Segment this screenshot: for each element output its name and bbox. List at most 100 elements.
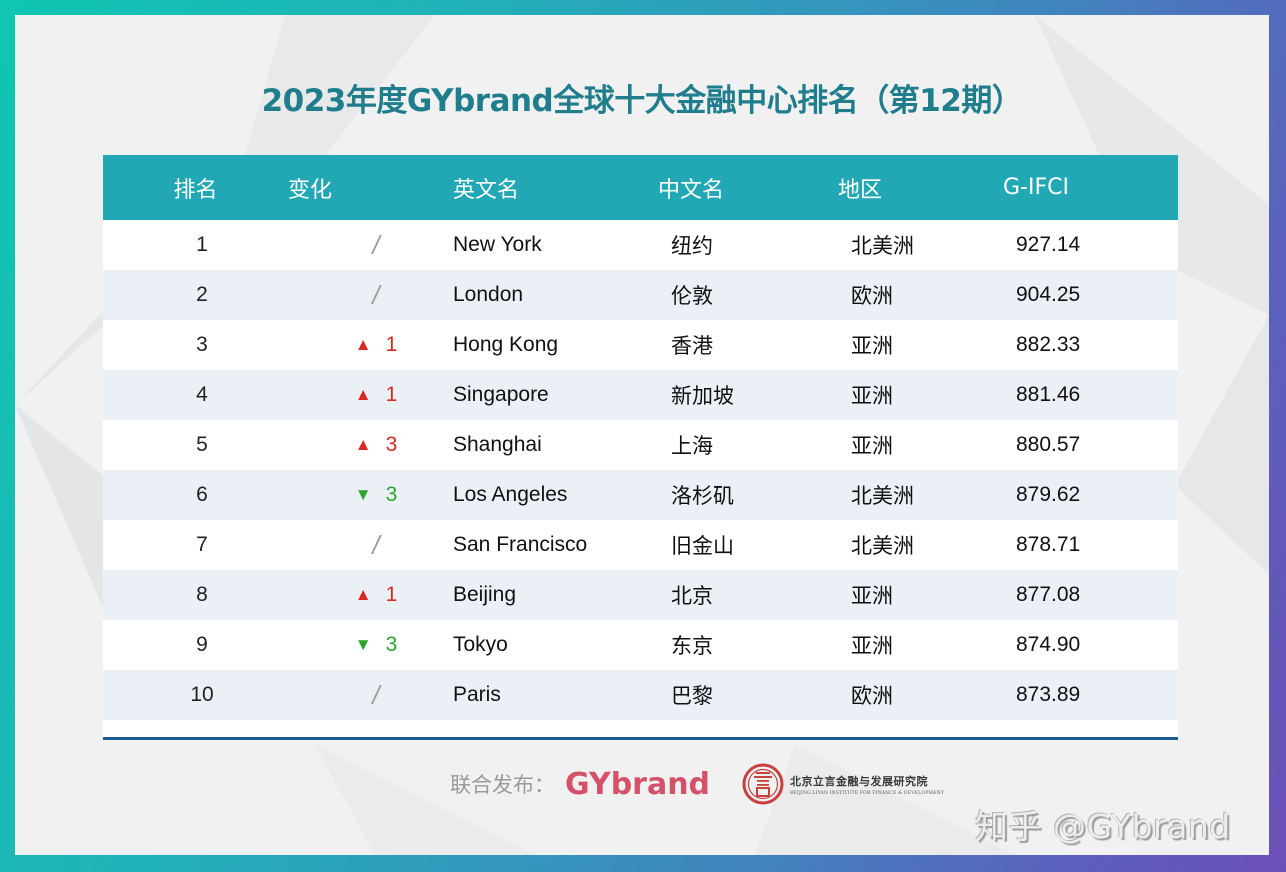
change-value: 3	[385, 483, 398, 506]
region-cell: 亚洲	[851, 385, 893, 408]
region-cell: 亚洲	[851, 335, 893, 358]
triangle-down-icon: ▼	[354, 635, 372, 654]
score-cell: 878.71	[1016, 533, 1081, 556]
region-cell: 北美洲	[851, 535, 914, 558]
change-cell: ▲ 1	[301, 383, 451, 407]
change-value: 3	[385, 433, 398, 456]
liyan-seal-icon	[742, 763, 784, 805]
score-cell: 882.33	[1016, 333, 1081, 356]
change-value: 1	[385, 333, 398, 356]
table-row: 8 ▲ 1 Beijing 北京 亚洲 877.08	[103, 570, 1178, 620]
footer-label: 联合发布：	[450, 773, 555, 797]
change-value: 3	[385, 633, 398, 656]
score-cell: 927.14	[1016, 233, 1081, 256]
header-score: G-IFCI	[1003, 175, 1069, 200]
change-value: 1	[385, 583, 398, 606]
gybrand-logo: GYbrand	[565, 766, 711, 802]
rank-cell: 8	[196, 583, 208, 606]
header-chinese-name: 中文名	[658, 177, 725, 203]
score-cell: 873.89	[1016, 683, 1081, 706]
score-cell: 879.62	[1016, 483, 1081, 506]
region-cell: 北美洲	[851, 235, 914, 258]
english-name-cell: London	[453, 283, 524, 306]
region-cell: 亚洲	[851, 435, 893, 458]
score-cell: 874.90	[1016, 633, 1081, 656]
page-title: 2023年度GYbrand全球十大金融中心排名（第12期）	[261, 83, 1023, 119]
english-name-cell: Paris	[453, 683, 501, 706]
change-cell: ▲ 1	[301, 583, 451, 607]
change-cell: /	[301, 280, 451, 311]
partner-name-en: BEIJING LIYAN INSTITUTE FOR FINANCE & DE…	[790, 790, 945, 796]
table-row: 3 ▲ 1 Hong Kong 香港 亚洲 882.33	[103, 320, 1178, 370]
zhihu-watermark: 知乎 @GYbrand	[975, 807, 1231, 846]
table-row: 4 ▲ 1 Singapore 新加坡 亚洲 881.46	[103, 370, 1178, 420]
change-cell: /	[301, 530, 451, 561]
table-row: 1 / New York 纽约 北美洲 927.14	[103, 220, 1178, 270]
chinese-name-cell: 洛杉矶	[671, 485, 734, 508]
rank-cell: 3	[196, 333, 208, 356]
score-cell: 881.46	[1016, 383, 1081, 406]
table-row: 5 ▲ 3 Shanghai 上海 亚洲 880.57	[103, 420, 1178, 470]
english-name-cell: Beijing	[453, 583, 517, 606]
region-cell: 欧洲	[851, 285, 893, 308]
header-change: 变化	[288, 177, 333, 203]
score-cell: 877.08	[1016, 583, 1081, 606]
header-english-name: 英文名	[453, 177, 520, 203]
table-row: 9 ▼ 3 Tokyo 东京 亚洲 874.90	[103, 620, 1178, 670]
rank-cell: 4	[196, 383, 208, 406]
table-row: 6 ▼ 3 Los Angeles 洛杉矶 北美洲 879.62	[103, 470, 1178, 520]
change-cell: /	[301, 680, 451, 711]
change-cell: ▲ 3	[301, 433, 451, 457]
change-cell: ▼ 3	[301, 633, 451, 657]
table-row: 7 / San Francisco 旧金山 北美洲 878.71	[103, 520, 1178, 570]
english-name-cell: San Francisco	[453, 533, 588, 556]
english-name-cell: Tokyo	[453, 633, 508, 656]
rank-cell: 6	[196, 483, 208, 506]
region-cell: 欧洲	[851, 685, 893, 708]
partner-logo: 北京立言金融与发展研究院 BEIJING LIYAN INSTITUTE FOR…	[742, 763, 944, 805]
change-cell: ▼ 3	[301, 483, 451, 507]
triangle-up-icon: ▲	[354, 385, 372, 404]
region-cell: 亚洲	[851, 635, 893, 658]
rank-cell: 9	[196, 633, 208, 656]
chinese-name-cell: 上海	[671, 435, 713, 458]
score-cell: 880.57	[1016, 433, 1081, 456]
english-name-cell: Shanghai	[453, 433, 542, 456]
change-value: 1	[385, 383, 398, 406]
table-row: 2 / London 伦敦 欧洲 904.25	[103, 270, 1178, 320]
triangle-up-icon: ▲	[354, 335, 372, 354]
triangle-down-icon: ▼	[354, 485, 372, 504]
score-cell: 904.25	[1016, 283, 1081, 306]
header-region: 地区	[838, 177, 883, 203]
slash-icon: /	[372, 679, 380, 710]
chinese-name-cell: 新加坡	[671, 385, 734, 408]
poster-panel: 2023年度GYbrand全球十大金融中心排名（第12期） 排名 变化 英文名 …	[15, 15, 1269, 855]
chinese-name-cell: 旧金山	[671, 535, 734, 558]
english-name-cell: Singapore	[453, 383, 549, 406]
rank-cell: 5	[196, 433, 208, 456]
table-bottom-rule	[103, 720, 1178, 740]
triangle-up-icon: ▲	[354, 435, 372, 454]
chinese-name-cell: 巴黎	[671, 685, 713, 708]
rank-cell: 7	[196, 533, 208, 556]
rank-cell: 1	[196, 233, 208, 256]
rank-cell: 10	[190, 683, 214, 706]
english-name-cell: Los Angeles	[453, 483, 568, 506]
region-cell: 亚洲	[851, 585, 893, 608]
chinese-name-cell: 香港	[671, 335, 713, 358]
change-cell: /	[301, 230, 451, 261]
triangle-up-icon: ▲	[354, 585, 372, 604]
change-cell: ▲ 1	[301, 333, 451, 357]
partner-name-cn: 北京立言金融与发展研究院	[790, 774, 929, 788]
chinese-name-cell: 东京	[671, 635, 713, 658]
slash-icon: /	[372, 529, 380, 560]
english-name-cell: Hong Kong	[453, 333, 559, 356]
slash-icon: /	[372, 279, 380, 310]
header-rank: 排名	[173, 177, 218, 203]
ranking-table: 排名 变化 英文名 中文名 地区 G-IFCI 1 / New York 纽约 …	[103, 155, 1178, 740]
chinese-name-cell: 北京	[671, 585, 713, 608]
chinese-name-cell: 纽约	[671, 235, 713, 258]
table-row: 10 / Paris 巴黎 欧洲 873.89	[103, 670, 1178, 720]
slash-icon: /	[372, 229, 380, 260]
table-header: 排名 变化 英文名 中文名 地区 G-IFCI	[103, 155, 1178, 220]
